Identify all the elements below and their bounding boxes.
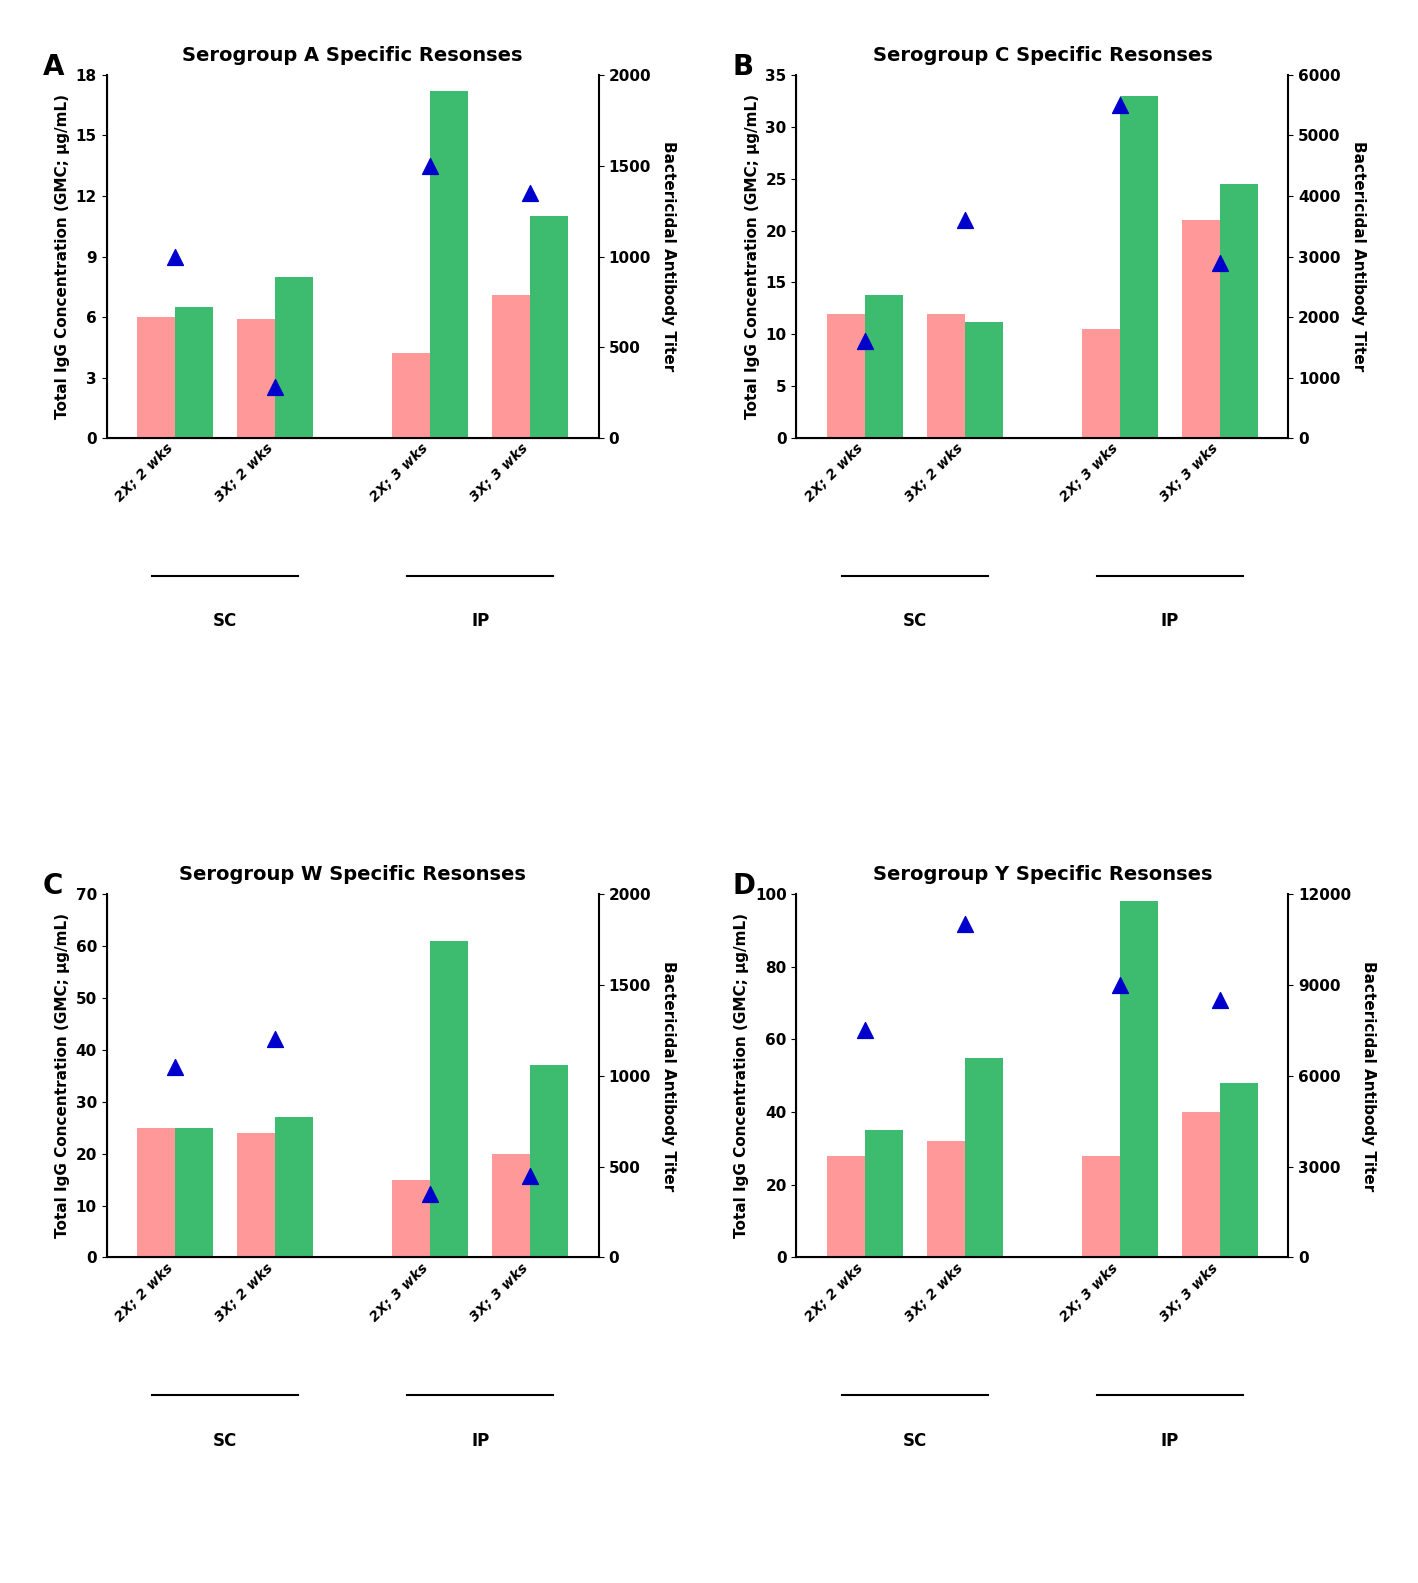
Point (264, 1027, 286, 1053)
Point (1109, 972, 1132, 997)
Y-axis label: Total IgG Concentration (GMC; μg/mL): Total IgG Concentration (GMC; μg/mL) (55, 913, 69, 1238)
Bar (138, 317, 174, 438)
Title: Serogroup W Specific Resonses: Serogroup W Specific Resonses (179, 866, 526, 885)
Text: IP: IP (471, 613, 489, 630)
Bar (927, 313, 964, 438)
Bar (430, 940, 468, 1257)
Point (953, 207, 976, 233)
Text: IP: IP (1161, 613, 1180, 630)
Text: C: C (43, 872, 62, 901)
Bar (964, 321, 1003, 438)
Bar (1183, 220, 1219, 438)
Title: Serogroup A Specific Resonses: Serogroup A Specific Resonses (183, 46, 523, 65)
Bar (1219, 184, 1258, 438)
Y-axis label: Total IgG Concentration (GMC; μg/mL): Total IgG Concentration (GMC; μg/mL) (55, 93, 69, 419)
Bar (138, 1127, 174, 1257)
Text: SC: SC (213, 613, 237, 630)
Bar (865, 1130, 903, 1257)
Bar (393, 1179, 430, 1257)
Bar (430, 92, 468, 438)
Bar (492, 1154, 530, 1257)
Title: Serogroup Y Specific Resonses: Serogroup Y Specific Resonses (872, 866, 1212, 885)
Y-axis label: Bactericidal Antibody Titer: Bactericidal Antibody Titer (661, 141, 676, 372)
Bar (1120, 901, 1159, 1257)
Point (1109, 92, 1132, 117)
Point (418, 154, 441, 179)
Text: IP: IP (471, 1431, 489, 1450)
Bar (827, 1156, 865, 1257)
Bar (1120, 95, 1159, 438)
Bar (492, 294, 530, 438)
Bar (927, 1141, 964, 1257)
Bar (174, 307, 213, 438)
Point (1208, 988, 1231, 1013)
Bar (174, 1127, 213, 1257)
Bar (530, 217, 569, 438)
Bar (1183, 1113, 1219, 1257)
Y-axis label: Total IgG Concentration (GMC; μg/mL): Total IgG Concentration (GMC; μg/mL) (735, 913, 750, 1238)
Bar (237, 320, 275, 438)
Point (1208, 250, 1231, 275)
Bar (827, 313, 865, 438)
Bar (237, 1133, 275, 1257)
Text: A: A (43, 54, 64, 81)
Text: B: B (733, 54, 753, 81)
Text: IP: IP (1161, 1431, 1180, 1450)
Bar (865, 294, 903, 438)
Bar (530, 1065, 569, 1257)
Point (854, 329, 876, 355)
Text: SC: SC (213, 1431, 237, 1450)
Point (854, 1018, 876, 1043)
Point (163, 244, 186, 269)
Y-axis label: Total IgG Concentration (GMC; μg/mL): Total IgG Concentration (GMC; μg/mL) (744, 93, 760, 419)
Point (519, 180, 542, 206)
Bar (1219, 1083, 1258, 1257)
Bar (964, 1057, 1003, 1257)
Bar (1082, 329, 1120, 438)
Bar (275, 277, 313, 438)
Text: SC: SC (903, 613, 927, 630)
Bar (1082, 1156, 1120, 1257)
Y-axis label: Bactericidal Antibody Titer: Bactericidal Antibody Titer (1361, 961, 1377, 1190)
Y-axis label: Bactericidal Antibody Titer: Bactericidal Antibody Titer (1351, 141, 1366, 372)
Point (163, 1054, 186, 1080)
Point (953, 912, 976, 937)
Point (418, 1181, 441, 1206)
Y-axis label: Bactericidal Antibody Titer: Bactericidal Antibody Titer (661, 961, 676, 1190)
Bar (393, 353, 430, 438)
Title: Serogroup C Specific Resonses: Serogroup C Specific Resonses (872, 46, 1212, 65)
Bar (275, 1118, 313, 1257)
Point (519, 1164, 542, 1189)
Text: D: D (733, 872, 756, 901)
Text: SC: SC (903, 1431, 927, 1450)
Point (264, 375, 286, 400)
